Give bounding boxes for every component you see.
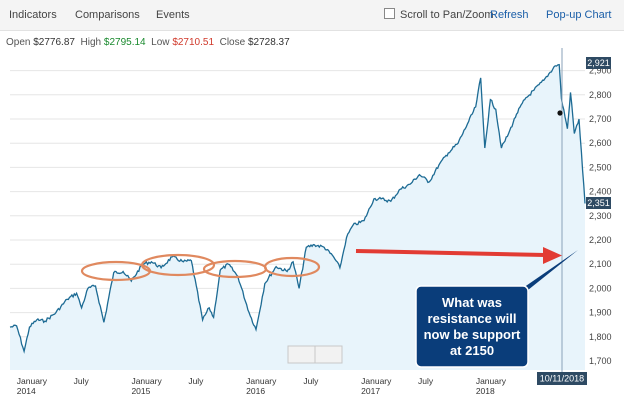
ohlc-readout: Open $2776.87 High $2795.14 Low $2710.51… [6,37,290,48]
crosshair-marker [557,110,563,116]
svg-text:2,351: 2,351 [587,198,610,208]
high-label: High [80,37,102,48]
x-tick-year: 2014 [17,386,36,396]
scroll-to-pan-label: Scroll to Pan/Zoom [400,9,494,21]
refresh-link[interactable]: Refresh [490,9,529,21]
x-tick-year: 2015 [131,386,150,396]
x-tick-label: January [361,376,392,386]
navigator-handle[interactable] [287,345,343,364]
events-button[interactable]: Events [156,9,190,21]
x-tick-label: July [74,376,90,386]
y-tick-label: 2,500 [589,162,612,172]
x-tick-label: January [476,376,507,386]
close-value: $2728.37 [247,37,290,48]
x-tick-label: July [418,376,434,386]
x-tick-label: July [303,376,319,386]
price-badge-top: 2,921 [586,57,611,69]
x-tick-year: 2016 [246,386,265,396]
x-tick-label: January [17,376,48,386]
y-tick-label: 1,700 [589,356,612,366]
open-label: Open [6,37,31,48]
open-value: $2776.87 [33,37,75,48]
resistance-ellipse [263,256,321,278]
svg-text:2,921: 2,921 [587,58,610,68]
y-tick-label: 2,200 [589,235,612,245]
x-tick-label: January [246,376,277,386]
x-tick-label: January [131,376,162,386]
indicators-button[interactable]: Indicators [9,9,57,21]
y-tick-label: 1,900 [589,308,612,318]
annotation-line-4: at 2150 [450,343,494,358]
svg-text:10/11/2018: 10/11/2018 [540,374,584,384]
scroll-to-pan-checkbox[interactable] [384,8,395,19]
resistance-ellipses [80,253,321,282]
y-tick-label: 2,600 [589,138,612,148]
low-label: Low [151,37,170,48]
chart-toolbar: Indicators Comparisons Events Scroll to … [0,0,624,31]
annotation-line-1: What was [442,295,502,310]
y-axis: 1,700 1,800 1,900 2,000 2,100 2,200 2,300 2,400… [589,66,612,366]
y-tick-label: 1,800 [589,332,612,342]
y-tick-label: 2,900 [589,66,612,76]
close-label: Close [219,37,246,48]
low-value: $2710.51 [172,37,215,48]
annotation-line-2: resistance will [428,311,517,326]
date-badge: 10/11/2018 [537,372,587,385]
x-tick-label: July [188,376,204,386]
y-tick-label: 2,000 [589,283,612,293]
y-tick-label: 2,100 [589,259,612,269]
price-badge-bottom: 2,351 [586,197,611,209]
annotation-callout: What was resistance will now be support … [415,250,578,368]
y-tick-label: 2,700 [589,114,612,124]
comparisons-button[interactable]: Comparisons [75,9,140,21]
support-arrow [355,247,562,264]
high-value: $2795.14 [103,37,146,48]
popup-chart-link[interactable]: Pop-up Chart [546,9,612,21]
price-line [9,63,586,354]
x-tick-year: 2017 [361,386,380,396]
y-tick-label: 2,400 [589,187,612,197]
y-tick-label: 2,800 [589,90,612,100]
annotation-line-3: now be support [424,327,521,342]
resistance-ellipse [140,253,216,277]
y-tick-label: 2,300 [589,211,612,221]
x-tick-year: 2018 [476,386,495,396]
